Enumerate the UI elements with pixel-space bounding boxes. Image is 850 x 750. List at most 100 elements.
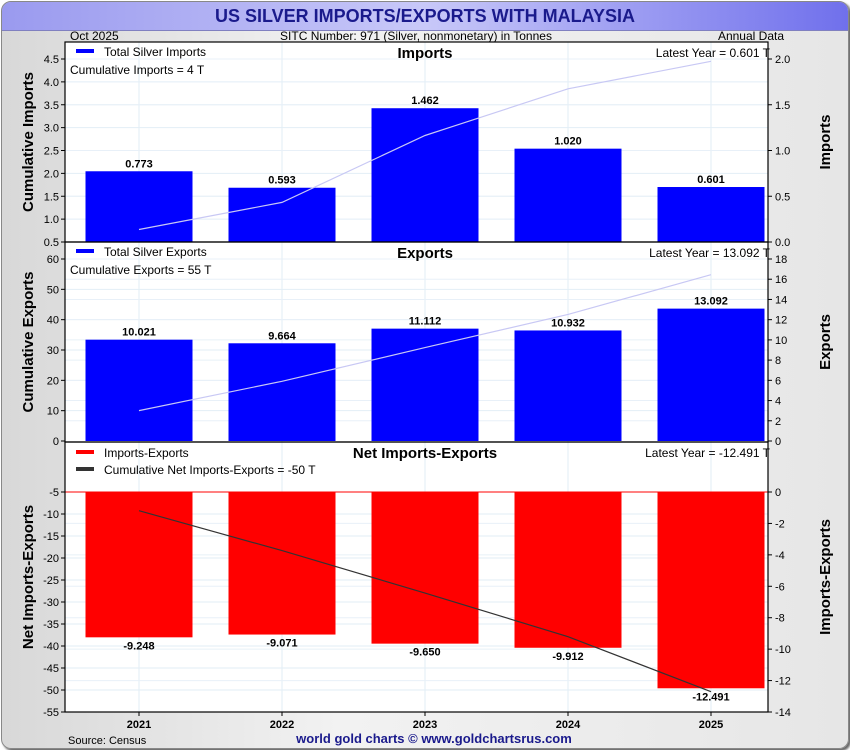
legend-swatch-red <box>76 450 94 454</box>
bar-2025 <box>657 308 765 441</box>
left-tick-label: -50 <box>43 685 59 697</box>
left-axis-title: Net Imports-Exports <box>20 505 37 649</box>
right-tick-label: 1.0 <box>775 146 790 158</box>
bar-2024 <box>514 330 622 441</box>
left-tick-label: 2.5 <box>44 146 59 158</box>
left-tick-label: -20 <box>43 553 59 565</box>
bar-value-label: 13.092 <box>694 296 728 308</box>
right-tick-label: 14 <box>775 294 787 306</box>
header-frequency: Annual Data <box>718 29 784 43</box>
left-tick-label: 3.0 <box>44 123 59 135</box>
right-tick-label: 16 <box>775 274 787 286</box>
left-tick-label: 40 <box>47 315 59 327</box>
bar-value-label: 1.462 <box>411 95 439 107</box>
left-tick-label: 0 <box>53 436 59 448</box>
right-tick-label: 6 <box>775 375 781 387</box>
bar-value-label: 10.932 <box>551 317 585 329</box>
x-tick-label: 2021 <box>127 719 151 731</box>
left-tick-label: -45 <box>43 663 59 675</box>
left-tick-label: 0.5 <box>44 237 59 249</box>
right-tick-label: -4 <box>775 550 785 562</box>
bar-value-label: -9.912 <box>552 651 583 663</box>
right-tick-label: -6 <box>775 581 785 593</box>
legend-label: Imports-Exports <box>104 446 189 460</box>
bar-2025 <box>657 187 765 242</box>
bar-value-label: 0.773 <box>125 158 153 170</box>
right-tick-label: 0 <box>775 487 781 499</box>
right-axis-title: Exports <box>817 314 834 370</box>
bar-value-label: 0.601 <box>697 174 725 186</box>
header-date: Oct 2025 <box>70 29 119 43</box>
latest-year-annotation: Latest Year = 0.601 T <box>656 46 771 60</box>
left-tick-label: -5 <box>49 487 59 499</box>
right-tick-label: 10 <box>775 335 787 347</box>
title-bar: US SILVER IMPORTS/EXPORTS WITH MALAYSIA <box>2 2 848 31</box>
right-tick-label: 8 <box>775 355 781 367</box>
bar-2023 <box>371 492 479 644</box>
left-axis-title: Cumulative Exports <box>20 272 37 413</box>
bar-value-label: 0.593 <box>268 175 296 187</box>
left-tick-label: 3.5 <box>44 100 59 112</box>
bar-value-label: -12.491 <box>692 691 729 703</box>
right-tick-label: 4 <box>775 396 781 408</box>
bar-value-label: -9.248 <box>123 640 154 652</box>
left-tick-label: -10 <box>43 509 59 521</box>
latest-year-annotation: Latest Year = -12.491 T <box>645 446 771 460</box>
bar-2022 <box>228 492 336 635</box>
right-tick-label: 0.0 <box>775 237 790 249</box>
left-tick-label: -35 <box>43 619 59 631</box>
cumulative-line <box>138 60 712 231</box>
bar-2021 <box>85 171 193 242</box>
legend-swatch-dark <box>76 467 94 471</box>
right-tick-label: 0.5 <box>775 191 790 203</box>
plot-border <box>64 441 769 713</box>
right-tick-label: 2.0 <box>775 54 790 66</box>
cumulative-line <box>138 274 712 412</box>
bar-value-label: 10.021 <box>122 327 156 339</box>
bar-2024 <box>514 148 622 242</box>
x-tick-label: 2023 <box>413 719 437 731</box>
right-tick-label: 18 <box>775 254 787 266</box>
cumulative-line <box>138 510 712 693</box>
chart-title: US SILVER IMPORTS/EXPORTS WITH MALAYSIA <box>214 6 636 26</box>
right-tick-label: -8 <box>775 613 785 625</box>
bar-2021 <box>85 339 193 441</box>
legend-label: Cumulative Net Imports-Exports = -50 T <box>104 463 316 477</box>
panel-title: Imports <box>397 45 452 62</box>
right-axis-title: Imports <box>817 114 834 169</box>
footer-credit: world gold charts © www.goldchartsrus.co… <box>295 731 572 746</box>
x-tick-label: 2024 <box>556 719 581 731</box>
left-tick-label: 10 <box>47 406 59 418</box>
left-tick-label: 1.5 <box>44 191 59 203</box>
left-tick-label: 2.0 <box>44 168 59 180</box>
left-axis-title: Cumulative Imports <box>20 72 37 212</box>
legend-label: Total Silver Exports <box>104 245 207 259</box>
latest-year-annotation: Latest Year = 13.092 T <box>649 246 771 260</box>
bar-2022 <box>228 343 336 441</box>
left-tick-label: -15 <box>43 531 59 543</box>
bar-2023 <box>371 108 479 243</box>
left-tick-label: -25 <box>43 575 59 587</box>
left-tick-label: 1.0 <box>44 214 59 226</box>
bar-value-label: 1.020 <box>554 136 582 148</box>
x-tick-label: 2025 <box>699 719 723 731</box>
right-tick-label: -12 <box>775 676 791 688</box>
left-tick-label: 30 <box>47 345 59 357</box>
panel-title: Net Imports-Exports <box>353 445 497 462</box>
bar-2022 <box>228 187 336 242</box>
left-tick-label: 20 <box>47 375 59 387</box>
right-axis-title: Imports-Exports <box>817 519 834 635</box>
cumulative-annotation: Cumulative Exports = 55 T <box>70 263 212 277</box>
cumulative-annotation: Cumulative Imports = 4 T <box>70 63 205 77</box>
right-tick-label: -14 <box>775 707 791 719</box>
left-tick-label: -30 <box>43 597 59 609</box>
left-tick-label: 50 <box>47 284 59 296</box>
bar-value-label: -9.650 <box>409 647 440 659</box>
left-tick-label: 60 <box>47 254 59 266</box>
legend-swatch-blue <box>76 49 94 53</box>
right-tick-label: -10 <box>775 644 791 656</box>
right-tick-label: 1.5 <box>775 100 790 112</box>
legend-swatch-blue <box>76 249 94 253</box>
bar-2023 <box>371 328 479 441</box>
